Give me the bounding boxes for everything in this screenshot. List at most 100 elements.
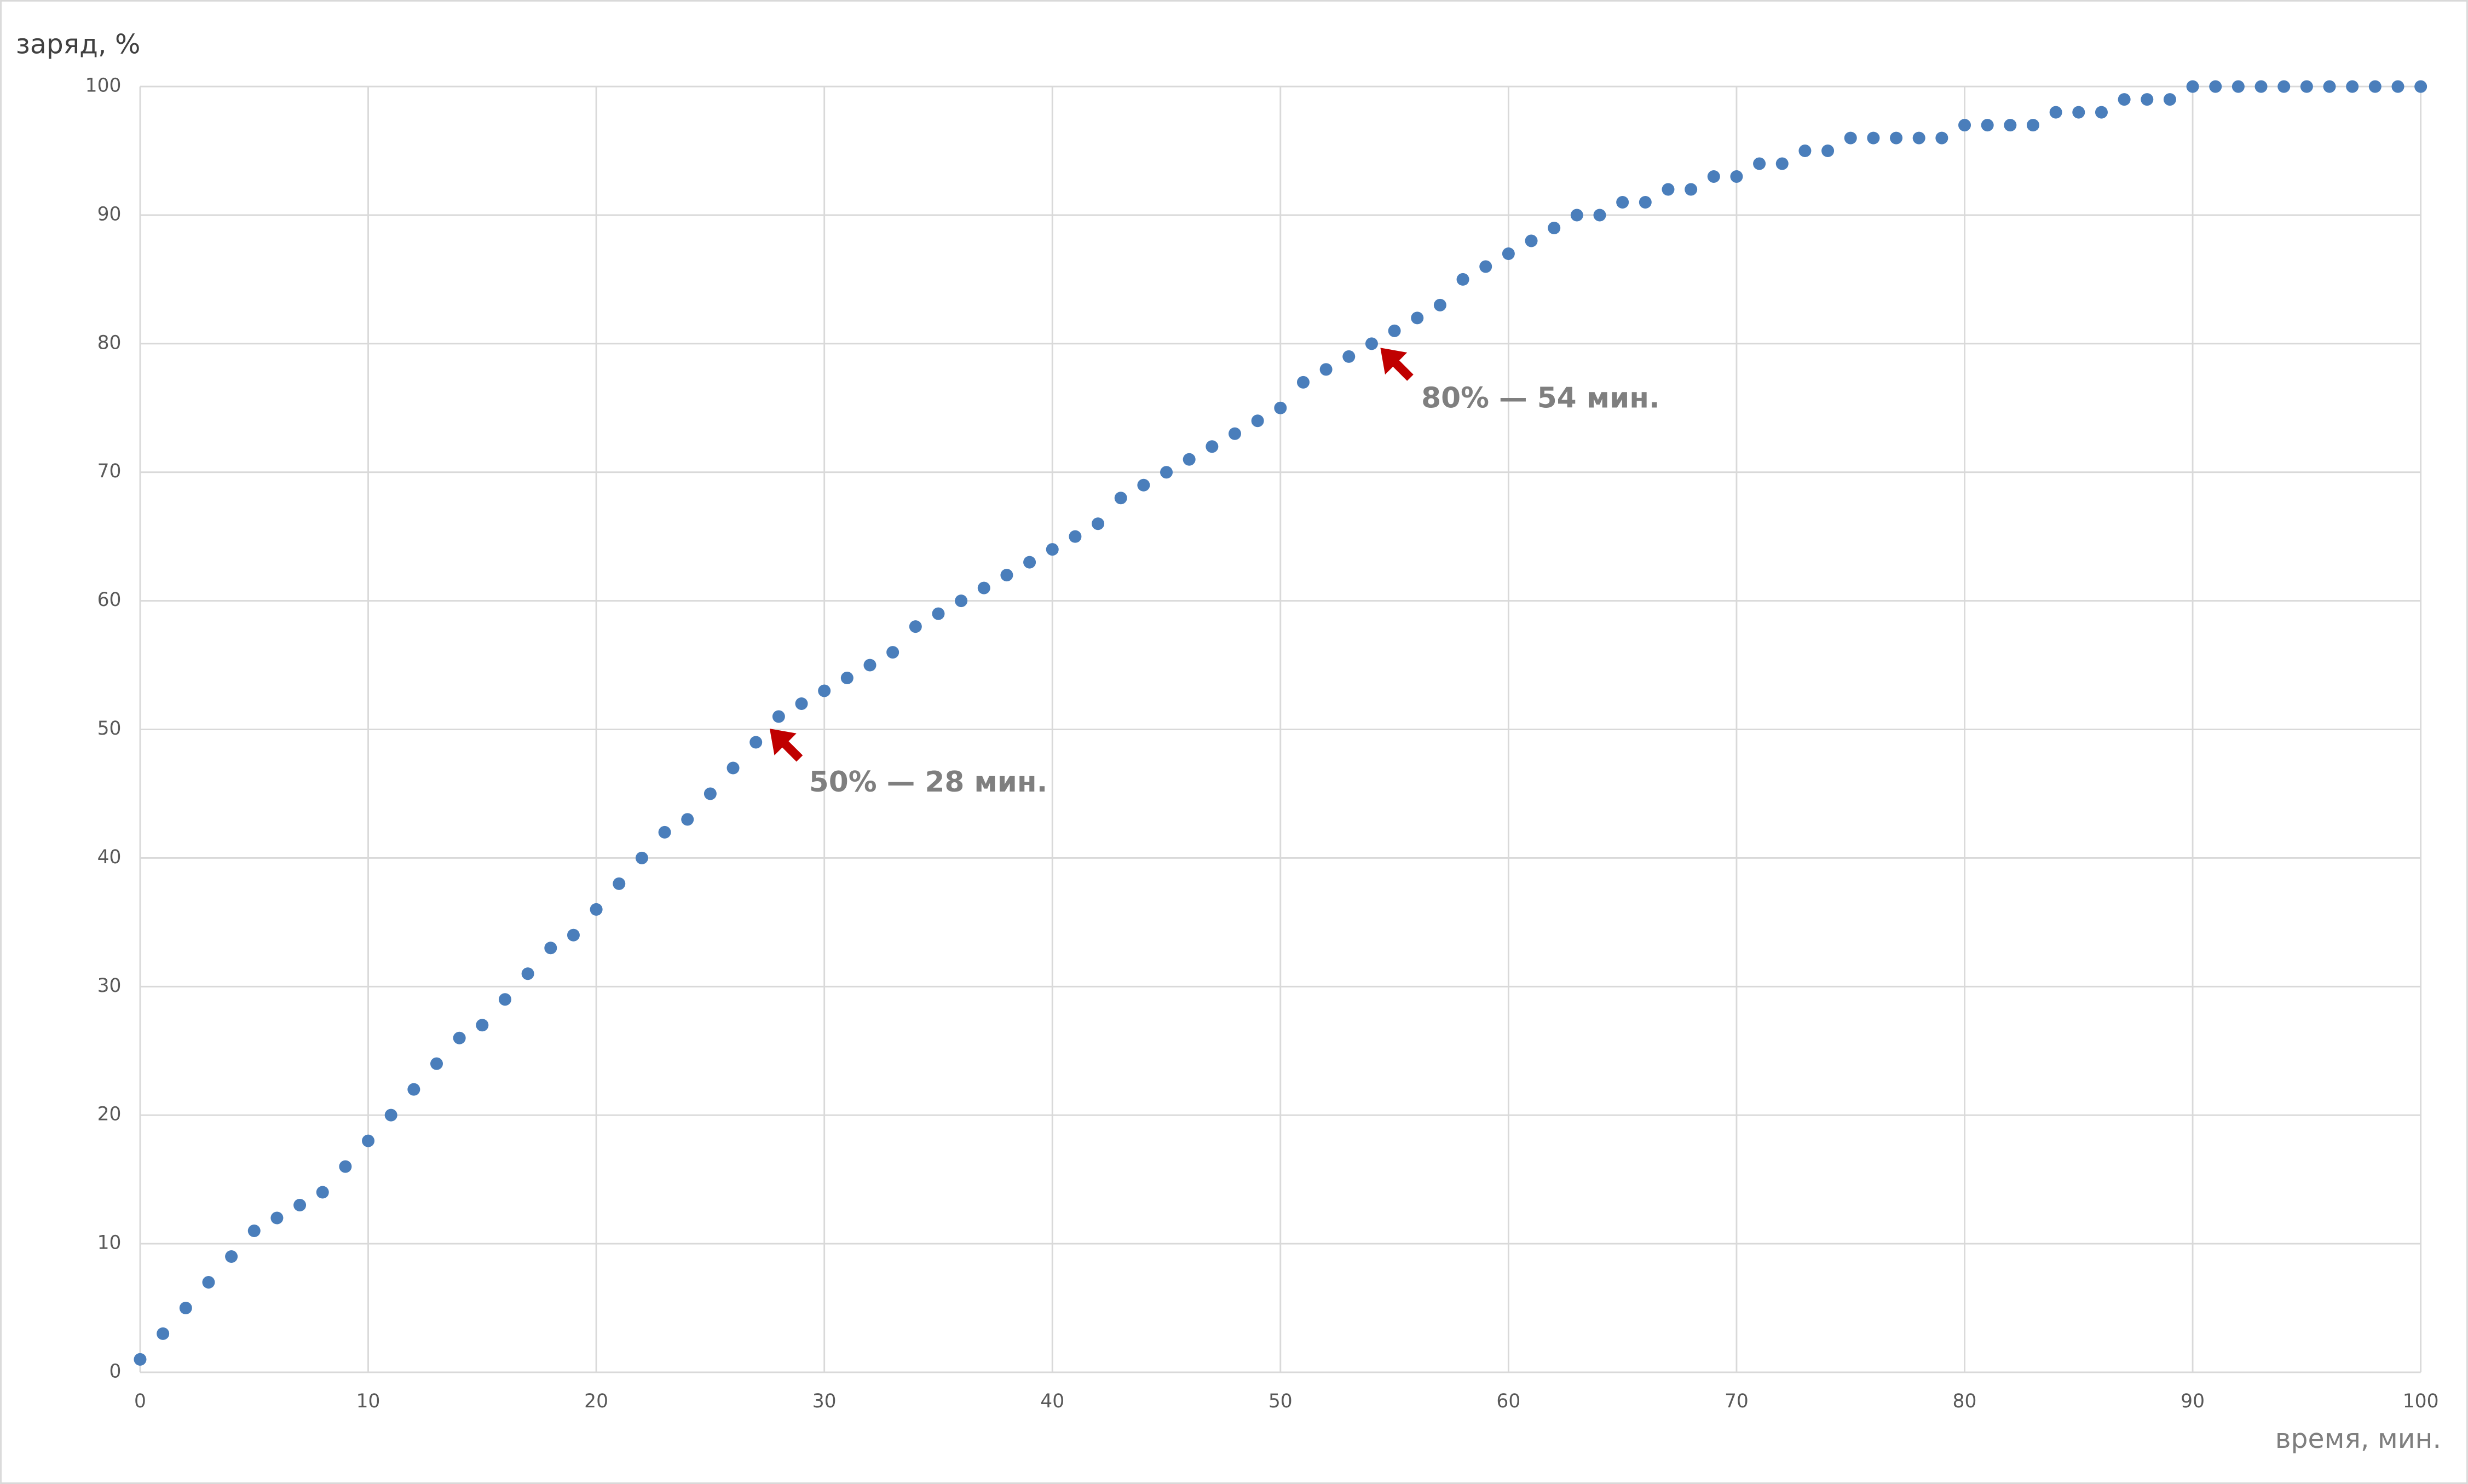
y-tick-label: 10 [97, 1232, 122, 1254]
data-point [1092, 517, 1105, 530]
data-point [2004, 119, 2017, 132]
data-point [1160, 466, 1173, 479]
data-point [1616, 196, 1629, 209]
data-point [1867, 131, 1880, 145]
data-point [1958, 119, 1971, 132]
data-point [2323, 80, 2336, 93]
y-tick-label: 30 [97, 975, 122, 997]
y-tick-label: 0 [109, 1360, 122, 1382]
data-point [2118, 93, 2131, 106]
y-tick-label: 40 [97, 846, 122, 868]
data-point [1251, 414, 1264, 428]
data-point [590, 903, 603, 916]
y-tick-label: 70 [97, 460, 122, 482]
data-point [498, 993, 511, 1006]
data-point [544, 942, 557, 955]
data-point [1206, 440, 1219, 453]
data-point [1730, 170, 1743, 183]
data-point [1662, 183, 1675, 196]
x-tick-label: 20 [584, 1390, 608, 1412]
data-point [2095, 106, 2108, 119]
data-point [704, 787, 717, 800]
arrow [1380, 348, 1414, 381]
data-point [521, 967, 534, 980]
data-point [955, 594, 968, 608]
data-point [1912, 131, 1925, 145]
data-point [384, 1108, 397, 1122]
x-tick-label: 40 [1040, 1390, 1064, 1412]
y-tick-label: 60 [97, 589, 122, 611]
data-point [635, 851, 648, 864]
data-point [225, 1250, 238, 1263]
data-point [1000, 569, 1013, 582]
data-point [179, 1301, 192, 1314]
data-point [1753, 157, 1766, 170]
y-axis-title: заряд, % [16, 29, 141, 60]
data-point [293, 1199, 307, 1212]
data-point [1411, 311, 1424, 325]
data-point [1685, 183, 1698, 196]
data-point [1981, 119, 1994, 132]
y-tick-label: 80 [97, 332, 122, 354]
data-point [1319, 363, 1333, 376]
data-point [2049, 106, 2062, 119]
data-point [1365, 337, 1378, 350]
data-point [1114, 492, 1127, 505]
arrow [769, 729, 803, 762]
data-point [932, 607, 945, 620]
data-point [202, 1275, 215, 1289]
data-point [726, 761, 740, 775]
data-point [362, 1134, 375, 1147]
data-point [613, 877, 626, 890]
data-point [658, 825, 671, 839]
x-tick-label: 0 [134, 1390, 146, 1412]
data-point [1775, 157, 1789, 170]
data-point [772, 710, 785, 723]
data-point [863, 659, 877, 672]
data-point [1707, 170, 1720, 183]
data-point [1069, 530, 1082, 543]
data-point [1639, 196, 1652, 209]
data-point [1525, 234, 1538, 247]
data-point [1342, 350, 1356, 363]
data-point [1228, 427, 1241, 440]
data-point [1798, 145, 1812, 158]
data-point [1570, 209, 1583, 222]
data-point [1821, 145, 1835, 158]
data-point [1548, 221, 1561, 234]
data-point [453, 1031, 466, 1044]
annotation: 50% — 28 мин. [809, 766, 1048, 799]
data-point [316, 1186, 329, 1199]
data-point [2141, 93, 2154, 106]
data-point [749, 736, 763, 749]
data-point [1183, 453, 1196, 466]
x-axis-title: время, мин. [2275, 1423, 2441, 1454]
data-point [476, 1019, 489, 1032]
data-point [1890, 131, 1903, 145]
data-point [2026, 119, 2039, 132]
data-point [1046, 543, 1059, 556]
data-point [157, 1327, 170, 1340]
data-point [2231, 80, 2245, 93]
data-point [2300, 80, 2313, 93]
data-point [2277, 80, 2291, 93]
data-point [681, 813, 694, 826]
x-tick-label: 10 [356, 1390, 380, 1412]
data-point [270, 1211, 284, 1225]
data-point [1456, 273, 1469, 286]
data-point [407, 1083, 420, 1096]
data-point [430, 1057, 443, 1070]
x-tick-label: 80 [1953, 1390, 1977, 1412]
data-point [1388, 324, 1401, 337]
y-tick-label: 50 [97, 718, 122, 740]
x-tick-label: 100 [2403, 1390, 2439, 1412]
data-point [1935, 131, 1948, 145]
data-point [977, 581, 990, 594]
annotation: 80% — 54 мин. [1421, 382, 1660, 415]
data-point [1502, 247, 1515, 260]
data-point [795, 697, 808, 711]
data-point [567, 928, 580, 942]
